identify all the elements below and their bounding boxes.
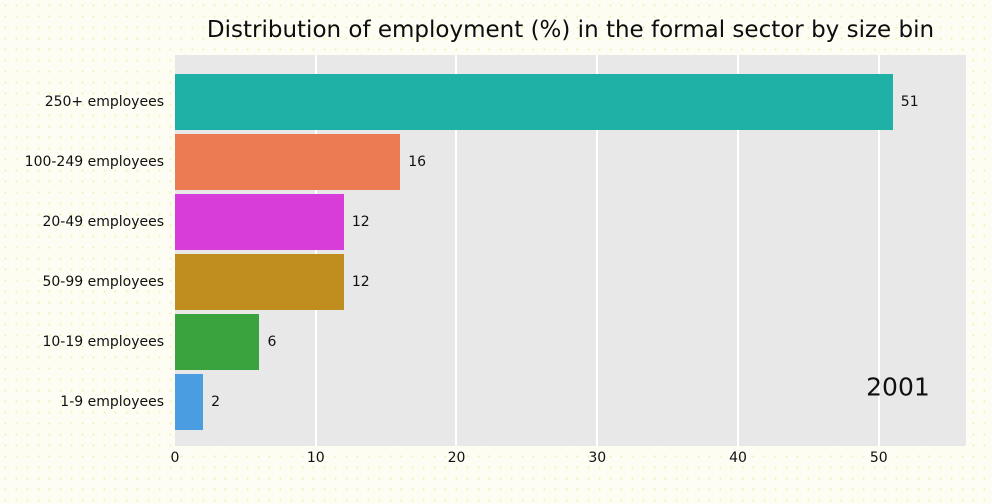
x-tick-label: 20 (447, 450, 466, 466)
x-tick-label: 0 (170, 450, 180, 466)
bars-container: 51 16 12 12 6 2 (175, 55, 966, 446)
bar-value-label: 2 (211, 394, 221, 410)
x-tick-label: 40 (729, 450, 747, 466)
category-label: 20-49 employees (42, 214, 164, 230)
gridline (736, 55, 739, 446)
bar-row: 6 (175, 312, 966, 372)
gridline (455, 55, 458, 446)
bar-row: 16 (175, 132, 966, 192)
gridlines (175, 55, 966, 446)
x-tick-label: 50 (869, 450, 888, 466)
chart-title: Distribution of employment (%) in the fo… (206, 17, 935, 43)
plot-area: 51 16 12 12 6 2 2001 (175, 55, 966, 446)
bar-value-label: 16 (408, 154, 427, 170)
bar-row: 12 (175, 192, 966, 252)
bar (175, 74, 893, 130)
bar-value-label: 12 (351, 214, 370, 230)
bar (175, 254, 344, 310)
x-tick-label: 10 (306, 450, 325, 466)
category-label: 10-19 employees (42, 334, 164, 350)
category-label: 50-99 employees (42, 274, 164, 290)
year-annotation: 2001 (866, 372, 930, 402)
category-label: 1-9 employees (60, 394, 164, 410)
bar (175, 374, 204, 430)
category-label: 100-249 employees (24, 154, 164, 170)
gridline (877, 55, 880, 446)
y-axis-category-labels: 250+ employees 100-249 employees 20-49 emp… (0, 55, 164, 432)
x-tick-label: 30 (588, 450, 607, 466)
bar-value-label: 51 (900, 94, 919, 110)
bar-row: 2 (175, 372, 966, 432)
bar (175, 314, 260, 370)
bar (175, 194, 344, 250)
gridline (596, 55, 599, 446)
bar-value-label: 12 (351, 274, 370, 290)
bar (175, 134, 401, 190)
category-label: 250+ employees (44, 94, 164, 110)
x-axis-tick-labels: 0 10 20 30 40 50 (171, 450, 966, 472)
bar-row: 51 (175, 72, 966, 132)
bar-row: 12 (175, 252, 966, 312)
bar-value-label: 6 (267, 334, 277, 350)
gridline (314, 55, 317, 446)
